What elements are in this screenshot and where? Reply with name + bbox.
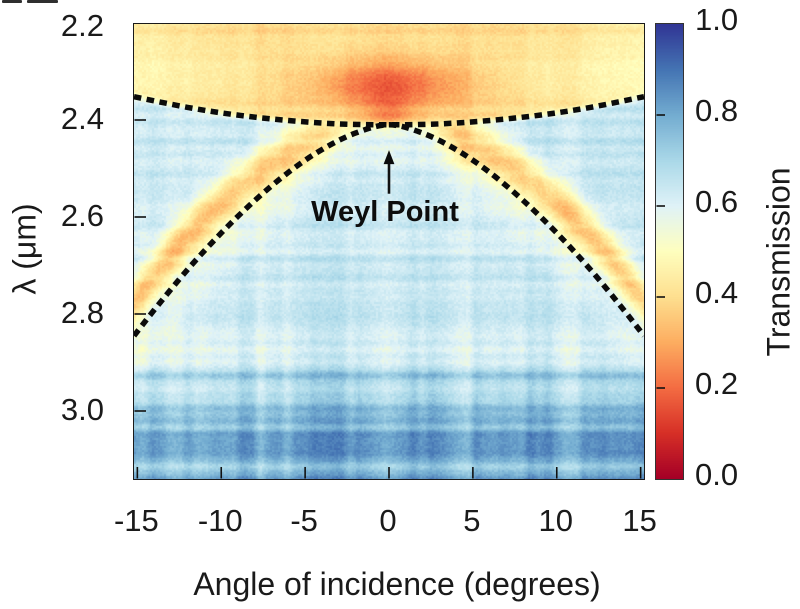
cropped-panel-label-fragment [2, 0, 22, 3]
colorbar-tick-label: 0.0 [695, 457, 739, 492]
heatmap-plot-area [133, 23, 645, 480]
x-tick-label: 0 [379, 503, 397, 538]
x-tick-label: -15 [113, 503, 159, 538]
colorbar-tick-label: 0.2 [695, 366, 739, 401]
x-tick-label: 10 [538, 503, 573, 538]
y-tick-label: 2.2 [60, 8, 104, 43]
plot-overlay [134, 94, 644, 479]
x-tick-label: 5 [463, 503, 481, 538]
colorbar-tick-label: 0.6 [695, 184, 739, 219]
y-tick-label: 2.6 [60, 198, 104, 233]
x-tick-label: 15 [622, 503, 657, 538]
y-tick-label: 2.8 [60, 295, 104, 330]
cropped-panel-label-fragment [27, 0, 58, 3]
colorbar-ticks [656, 114, 665, 389]
colorbar-tick-label: 0.8 [695, 93, 739, 128]
transmission-heatmap-canvas [134, 24, 644, 479]
colorbar-title: Transmission [760, 167, 797, 357]
upper-band-dashed-curve [134, 94, 644, 128]
x-tick-label: -10 [197, 503, 243, 538]
weyl-point-arrow-head [383, 150, 395, 165]
colorbar-tick-label: 0.4 [695, 275, 739, 310]
y-tick-label: 2.4 [60, 101, 104, 136]
weyl-point-annotation: Weyl Point [311, 196, 459, 228]
y-tick-label: 3.0 [60, 392, 104, 427]
y-axis-title: λ (μm) [6, 203, 43, 295]
colorbar [655, 23, 684, 480]
colorbar-gradient [656, 24, 683, 479]
lower-band-dashed-curve [134, 122, 644, 338]
colorbar-tick-label: 1.0 [695, 2, 739, 37]
x-axis-title: Angle of incidence (degrees) [193, 566, 601, 602]
x-tick-label: -5 [290, 503, 318, 538]
